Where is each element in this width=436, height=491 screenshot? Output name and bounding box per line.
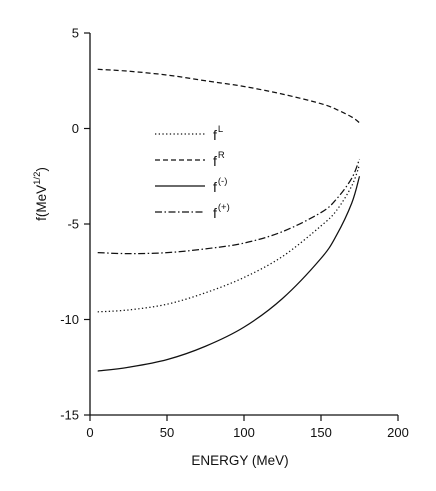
x-tick-label: 200 [387,425,409,440]
series-line-3 [97,176,361,372]
series-line-2 [97,68,360,124]
x-tick-label: 100 [233,425,255,440]
x-tick-label: 50 [160,425,174,440]
y-tick-label: 5 [72,26,79,41]
legend: fL fR f(-) f(+) [155,124,230,221]
series-line-4 [97,158,361,255]
y-tick-label: 0 [72,121,79,136]
ticks: 50-5-10-150 50 100 150 200 [60,26,409,441]
y-axis-label-sup: 1/2 [32,172,43,185]
legend-label-3: f(-) [213,176,227,195]
x-tick-label: 150 [310,425,332,440]
legend-label-4: f(+) [213,202,230,221]
y-tick-label: -10 [60,312,79,327]
x-tick-label: 0 [86,425,93,440]
series-layer [97,68,361,372]
y-axis-label: f(MeV1/2) [32,167,49,221]
y-axis-label-base: f(MeV [34,185,49,221]
legend-label-1: fL [213,124,223,143]
y-tick-label: -5 [67,217,79,232]
y-axis-label-close: ) [34,167,49,172]
series-line-1 [97,164,361,313]
y-tick-label: -15 [60,408,79,423]
x-axis-label: ENERGY (MeV) [191,453,288,468]
axes [89,33,398,416]
legend-label-2: fR [213,150,225,169]
